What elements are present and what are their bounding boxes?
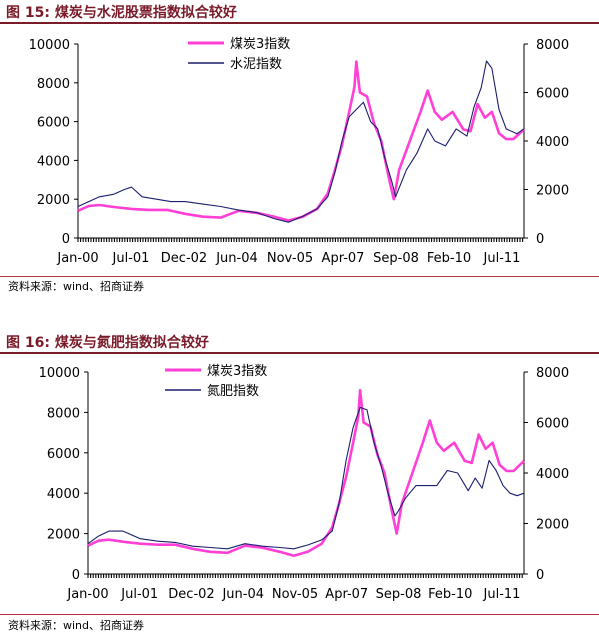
x-tick-label: Apr-07 <box>322 251 365 266</box>
y-right-tick-label: 2000 <box>536 518 569 533</box>
y-left-tick-label: 4000 <box>47 487 80 502</box>
x-tick-label: Jul-11 <box>483 587 521 602</box>
y-right-tick-label: 6000 <box>536 87 569 102</box>
x-tick-label: Nov-05 <box>272 587 318 602</box>
y-left-tick-label: 4000 <box>37 154 70 169</box>
chart-1: 0 2000 4000 6000 8000 10000 0 2000 4000 6000 8000 J… <box>29 37 569 266</box>
x-tick-label: Dec-02 <box>168 587 214 602</box>
y-right-tick-label: 8000 <box>536 38 569 53</box>
x-tick-label: Nov-05 <box>267 251 313 266</box>
source-rule-1 <box>0 276 599 277</box>
series-line-2 <box>77 60 525 223</box>
y-left-tick-label: 2000 <box>47 528 80 543</box>
x-tick-label: Apr-07 <box>325 587 368 602</box>
y-right-tick-label: 6000 <box>536 417 569 432</box>
x-tick-label: Feb-10 <box>427 251 471 266</box>
x-tick-marks <box>77 238 524 242</box>
source-rule-2 <box>0 614 599 615</box>
figure-title-1: 图 15: 煤炭与水泥股票指数拟合较好 <box>0 0 599 24</box>
x-tick-label: Dec-02 <box>161 251 207 266</box>
x-tick-label: Feb-10 <box>428 587 472 602</box>
x-tick-label: Jan-00 <box>66 587 108 602</box>
y-right-tick-label: 4000 <box>536 135 569 150</box>
x-tick-label: Jul-11 <box>483 251 521 266</box>
y-left-tick-label: 6000 <box>47 447 80 462</box>
title-rule-2 <box>0 352 599 354</box>
figure-title-2: 图 16: 煤炭与氮肥指数拟合较好 <box>0 330 599 354</box>
figure-title-text-2: 图 16: 煤炭与氮肥指数拟合较好 <box>6 335 209 351</box>
legend-label-2: 水泥指数 <box>230 57 282 72</box>
x-tick-label: Jan-00 <box>56 251 98 266</box>
x-tick-label: Sep-08 <box>373 251 419 266</box>
y-left-tick-label: 8000 <box>37 77 70 92</box>
legend-label-1: 煤炭3指数 <box>207 364 267 379</box>
source-note-2: 资料来源：wind、招商证券 <box>8 619 145 632</box>
y-right-tick-label: 0 <box>536 568 544 583</box>
y-right-tick-label: 2000 <box>536 184 569 199</box>
series-line-1 <box>77 60 525 222</box>
x-tick-label: Sep-08 <box>376 587 422 602</box>
y-left-tick-label: 6000 <box>37 116 70 131</box>
y-right-tick-label: 4000 <box>536 467 569 482</box>
y-left-tick-label: 10000 <box>29 38 70 53</box>
legend-label-2: 氮肥指数 <box>207 384 259 399</box>
x-tick-marks <box>87 574 523 578</box>
series-line-2 <box>87 406 525 550</box>
title-rule-1 <box>0 22 599 24</box>
y-left-tick-label: 0 <box>72 568 80 583</box>
series-line-1 <box>87 388 525 558</box>
y-left-tick-label: 8000 <box>47 406 80 421</box>
y-right-tick-label: 8000 <box>536 366 569 381</box>
source-note-1: 资料来源：wind、招商证券 <box>8 280 145 293</box>
chart-2: 0 2000 4000 6000 8000 10000 0 2000 4000 6000 8000 J… <box>39 364 569 602</box>
x-tick-label: Jul-01 <box>112 251 150 266</box>
y-left-tick-label: 2000 <box>37 193 70 208</box>
y-left-tick-label: 10000 <box>39 366 80 381</box>
x-tick-label: Jun-04 <box>215 251 258 266</box>
y-right-tick-label: 0 <box>536 232 544 247</box>
x-tick-label: Jun-04 <box>221 587 264 602</box>
y-left-tick-label: 0 <box>62 232 70 247</box>
figure-title-text-1: 图 15: 煤炭与水泥股票指数拟合较好 <box>6 5 237 21</box>
x-tick-label: Jul-01 <box>120 587 158 602</box>
legend-label-1: 煤炭3指数 <box>230 37 290 52</box>
